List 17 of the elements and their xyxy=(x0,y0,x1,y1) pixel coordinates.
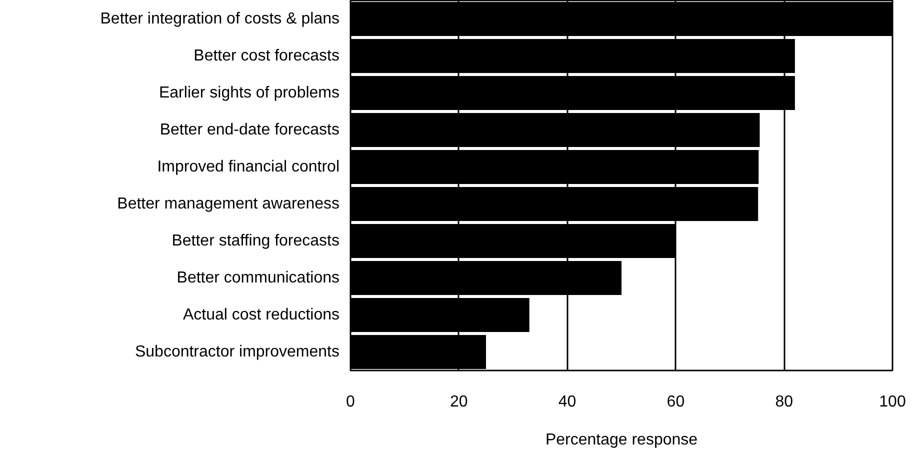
y-tick-label: Actual cost reductions xyxy=(182,306,340,324)
x-axis-title: Percentage response xyxy=(545,432,698,448)
y-tick-label: Subcontractor improvements xyxy=(134,344,340,360)
x-tick-label: 0 xyxy=(346,394,356,410)
x-tick-label: 20 xyxy=(450,394,468,410)
y-tick-label: Better cost forecasts xyxy=(194,48,340,64)
y-tick-label: Better management awareness xyxy=(117,196,340,212)
x-tick-label: 80 xyxy=(775,394,794,410)
x-tick-label: 40 xyxy=(558,394,576,410)
y-tick-label: Improved financial control xyxy=(157,158,340,176)
y-tick-label: Earlier sights of problems xyxy=(158,84,340,102)
y-tick-label: Better end-date forecasts xyxy=(160,122,340,138)
x-tick-label: 100 xyxy=(879,394,906,410)
y-tick-label: Better integration of costs & plans xyxy=(100,10,340,28)
y-tick-label: Better staffing forecasts xyxy=(172,232,340,250)
y-tick-label: Better communications xyxy=(176,270,340,286)
x-tick-label: 60 xyxy=(666,394,685,410)
